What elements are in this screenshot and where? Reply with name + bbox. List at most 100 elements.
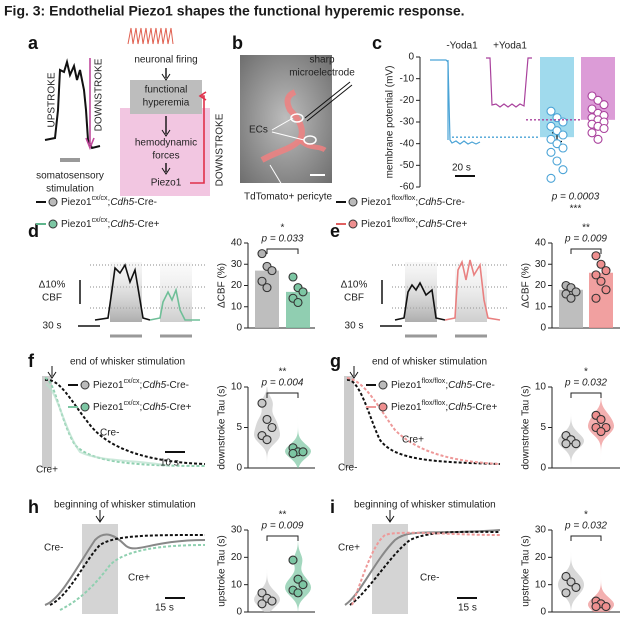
legend-part: ; <box>445 380 448 391</box>
scale-label: CBF <box>42 293 62 304</box>
legend-part: ; <box>415 197 418 208</box>
legend-dot <box>378 380 388 390</box>
legend-entry: Piezo1cx/cx;Cdh5-Cre+ <box>93 400 192 413</box>
upstroke-label: UPSTROKE <box>47 72 58 127</box>
legend-part: Cdh5 <box>418 197 442 208</box>
significance: * <box>281 223 285 234</box>
data-point <box>591 293 601 303</box>
legend-part: Cdh5 <box>110 197 134 208</box>
legend-part: -Cre+ <box>134 219 159 230</box>
data-point <box>262 435 272 445</box>
y-tick-label: 10 <box>231 382 243 393</box>
y-tick-label: 5 <box>540 422 546 433</box>
panel-f-traces <box>42 366 206 468</box>
data-point <box>601 601 611 612</box>
data-point <box>599 123 609 134</box>
data-point <box>601 285 611 295</box>
significance: *** <box>570 204 582 215</box>
data-point <box>546 134 556 144</box>
panel-letter: h <box>28 497 39 517</box>
data-point <box>571 582 581 592</box>
y-tick-label: 20 <box>231 552 243 563</box>
cell-label: ECs <box>249 125 268 136</box>
data-point <box>298 580 308 590</box>
data-point <box>561 571 571 582</box>
y-tick-label: 0 <box>540 323 546 334</box>
time-scale: 15 s <box>458 603 477 614</box>
data-point <box>257 599 267 609</box>
legend-dot <box>48 219 58 229</box>
violin <box>588 530 614 612</box>
significance: * <box>584 510 588 521</box>
y-tick-label: -10 <box>400 73 415 84</box>
y-tick-label: 30 <box>535 259 547 270</box>
y-tick-label: 0 <box>408 52 414 63</box>
legend-part: Cdh5 <box>142 402 166 413</box>
data-point <box>571 439 581 449</box>
y-axis-label: upstroke Tau (s) <box>217 535 228 607</box>
data-point <box>571 287 581 297</box>
stimulus-marker: end of whisker stimulation <box>70 357 185 368</box>
y-axis-label: ΔCBF (%) <box>217 263 228 308</box>
pericyte-label: TdTomato+ pericyte <box>244 192 333 203</box>
legend-part: ; <box>108 197 111 208</box>
time-scale: 30 s <box>43 321 62 332</box>
violin <box>558 530 584 612</box>
p-value: p = 0.004 <box>261 378 304 389</box>
panel-a-art <box>44 27 210 196</box>
trace-label: Cre+ <box>338 543 360 554</box>
legend-entry: Piezo1cx/cx;Cdh5-Cre- <box>93 378 189 391</box>
data-point <box>591 270 601 280</box>
trace-label: Cre+ <box>128 573 150 584</box>
y-tick-label: 10 <box>535 301 547 312</box>
trace-label: Cre+ <box>36 465 58 476</box>
legend-entry: Piezo1cx/cx;Cdh5-Cre+ <box>61 217 160 230</box>
legend-entry: Piezo1cx/cx;Cdh5-Cre- <box>61 195 157 208</box>
data-point <box>298 287 308 297</box>
panel-c-traces <box>430 57 532 177</box>
data-point <box>262 414 272 424</box>
downstroke-label: DOWNSTROKE <box>94 58 105 131</box>
legend-part: Cdh5 <box>142 380 166 391</box>
legend-part: cx/cx <box>92 217 108 224</box>
data-point <box>288 272 298 282</box>
data-point <box>587 104 597 114</box>
legend-dot <box>348 197 358 207</box>
legend-part: Cdh5 <box>418 219 442 230</box>
data-point <box>267 422 277 433</box>
legend-part: flox/flox <box>422 400 446 407</box>
panel-letter: e <box>330 221 340 241</box>
p-value: p = 0.032 <box>564 521 607 532</box>
significance-bracket <box>570 248 602 254</box>
panel-g-traces <box>344 366 501 468</box>
significance: * <box>584 367 588 378</box>
trace-label: +Yoda1 <box>493 41 527 52</box>
trace-label: Cre+ <box>402 435 424 446</box>
data-point <box>601 266 611 276</box>
data-point <box>561 439 571 449</box>
panel-i-traces <box>344 510 501 614</box>
scale-label: CBF <box>344 293 364 304</box>
data-point <box>546 173 556 183</box>
legend-part: Cdh5 <box>448 402 472 413</box>
legend-part: Cdh5 <box>448 380 472 391</box>
data-point <box>587 128 597 138</box>
scale-label: Δ10% <box>39 280 66 291</box>
downstroke-label: DOWNSTROKE <box>215 113 226 186</box>
legend-part: Cdh5 <box>110 219 134 230</box>
data-point <box>591 251 601 261</box>
legend-part: -Cre- <box>134 197 157 208</box>
y-tick-label: 0 <box>540 463 546 474</box>
panel-letter: i <box>330 497 335 517</box>
panel-letter: g <box>330 351 341 371</box>
data-point <box>293 574 303 584</box>
legend-part: -Cre- <box>472 380 495 391</box>
y-axis-label: downstroke Tau (s) <box>217 385 228 469</box>
flow-step: hyperemia <box>143 98 190 109</box>
data-point <box>288 555 298 565</box>
data-point <box>566 293 576 303</box>
significance-bracket <box>266 535 299 541</box>
data-point <box>587 91 597 101</box>
flow-step: forces <box>152 151 179 162</box>
